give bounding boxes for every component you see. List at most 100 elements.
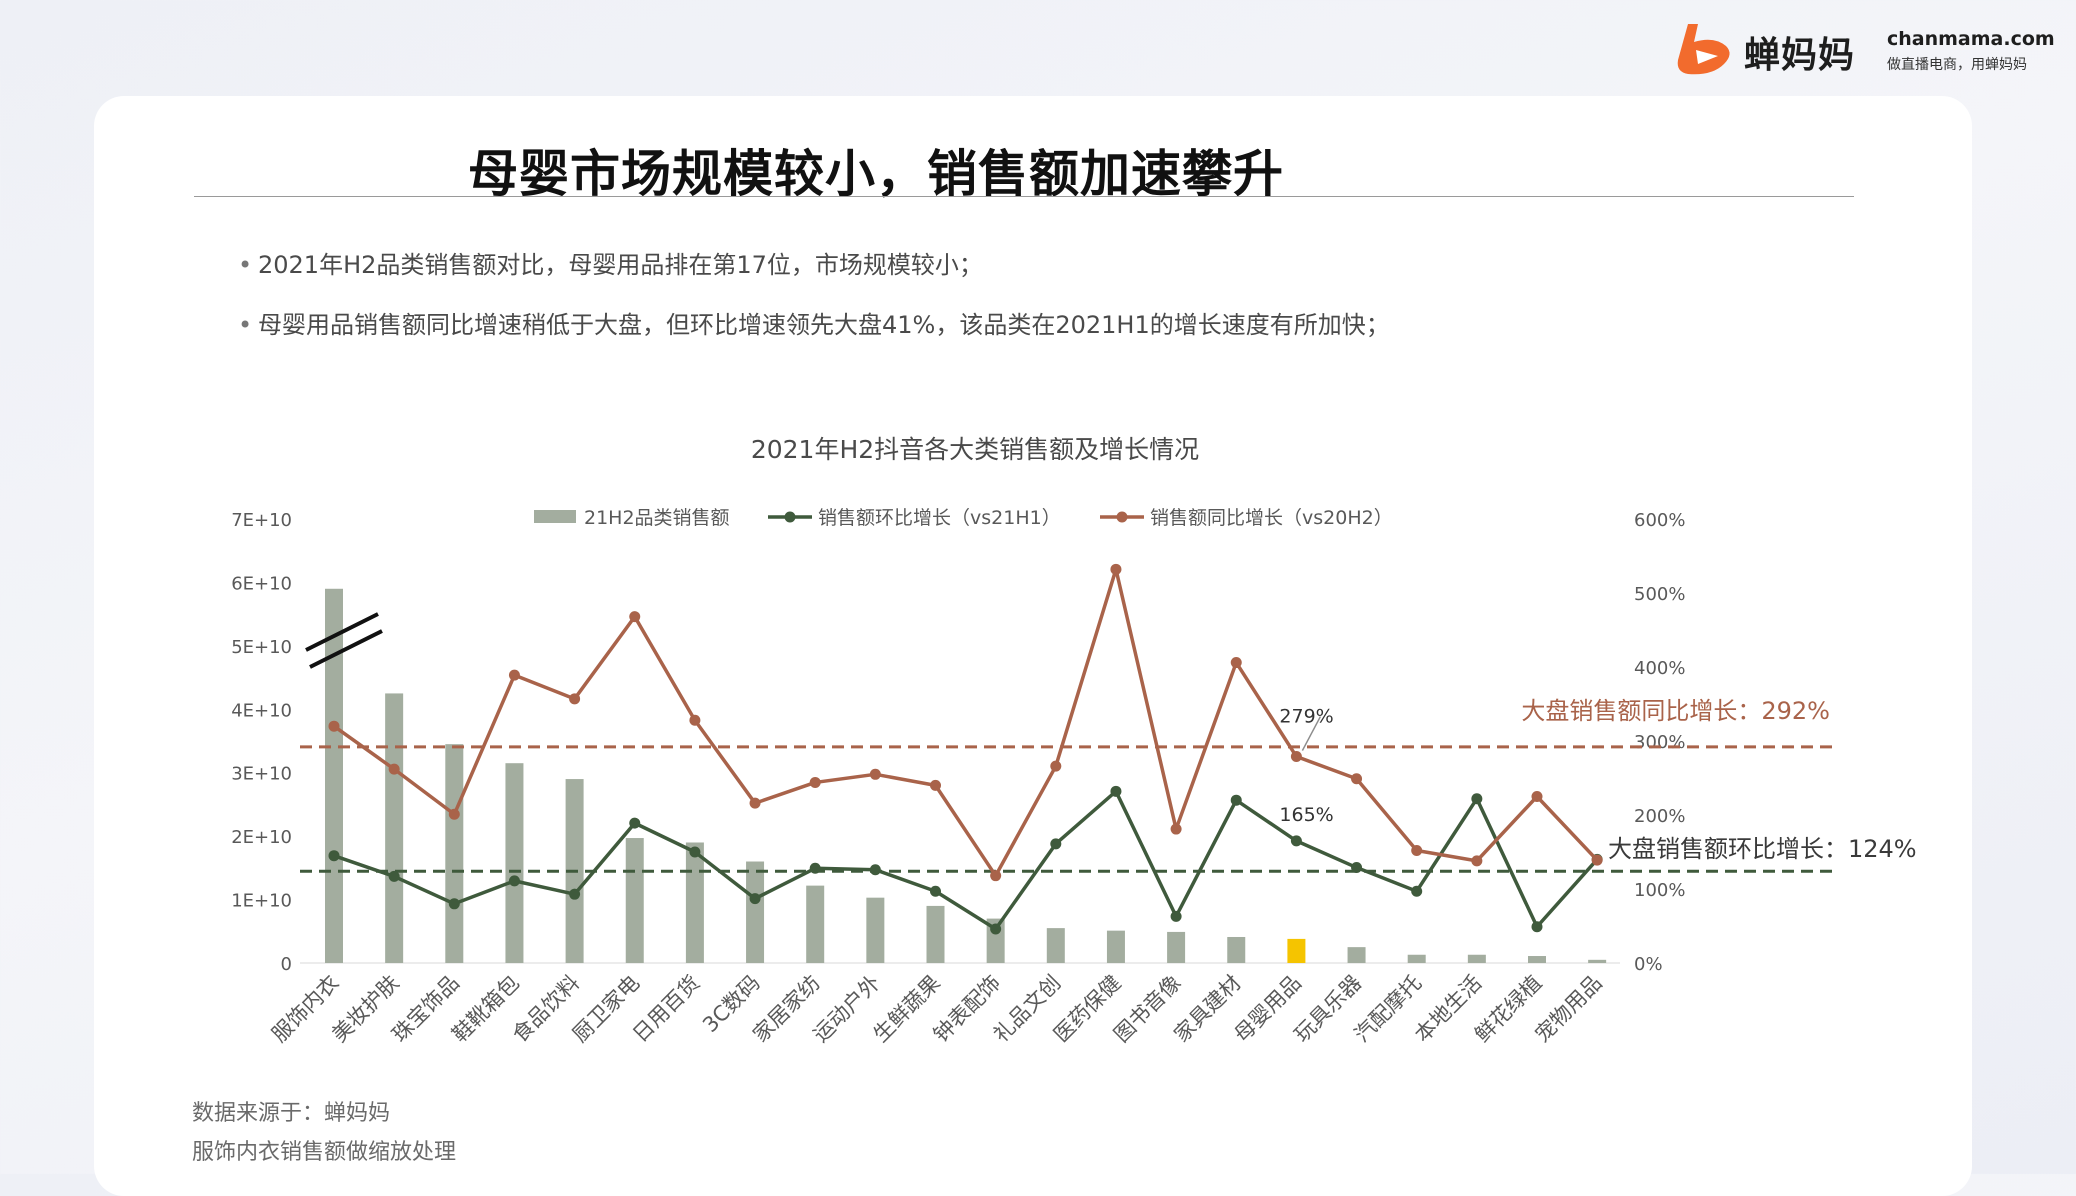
- series-point: [388, 763, 400, 775]
- series-point: [1290, 751, 1302, 763]
- series-point: [629, 611, 641, 623]
- title-divider: [194, 196, 1854, 197]
- series-point: [990, 870, 1002, 882]
- brand-domain: chanmama.com: [1887, 28, 2055, 50]
- bar: [1588, 959, 1607, 963]
- bullet-dot-icon: •: [238, 311, 253, 339]
- right-axis-tick-label: 500%: [1634, 584, 1685, 605]
- bar: [1407, 954, 1426, 963]
- bar: [1287, 938, 1306, 963]
- right-axis-tick-label: 200%: [1634, 806, 1685, 827]
- legend-swatch-point: [1116, 511, 1128, 523]
- data-label: 279%: [1279, 706, 1333, 728]
- series-point: [1170, 823, 1182, 835]
- series-point: [1230, 794, 1242, 806]
- bullet-dot-icon: •: [238, 251, 253, 279]
- brand-name-cn: 蝉妈妈: [1744, 35, 1856, 76]
- legend-label: 销售额同比增长（vs20H2）: [1150, 507, 1393, 529]
- series-line: [333, 789, 1599, 931]
- bar: [685, 842, 704, 963]
- series-point: [1411, 885, 1423, 897]
- left-axis-tick-label: 0: [281, 954, 292, 975]
- bar: [1227, 936, 1246, 963]
- left-axis-tick-label: 2E+10: [231, 827, 292, 848]
- page-title: 母婴市场规模较小，销售额加速攀升: [468, 145, 1284, 203]
- reference-label: 大盘销售额同比增长：292%: [1521, 697, 1830, 725]
- series-point: [629, 817, 641, 829]
- series-point: [1170, 910, 1182, 922]
- series-point: [1290, 835, 1302, 847]
- chart-title: 2021年H2抖音各大类销售额及增长情况: [750, 435, 1200, 464]
- left-axis-tick-label: 6E+10: [231, 573, 292, 594]
- legend-label: 21H2品类销售额: [584, 507, 730, 529]
- bar: [505, 763, 524, 963]
- series-point: [869, 864, 881, 876]
- bar: [625, 838, 644, 963]
- scale-note: 服饰内衣销售额做缩放处理: [192, 1140, 457, 1165]
- left-axis-tick-label: 3E+10: [231, 764, 292, 785]
- left-axis-tick-label: 5E+10: [231, 637, 292, 658]
- series-point: [689, 846, 701, 858]
- bullet-text: 2021年H2品类销售额对比，母婴用品排在第17位，市场规模较小；: [258, 251, 983, 279]
- right-axis-tick-label: 300%: [1634, 732, 1685, 753]
- series-point: [809, 862, 821, 874]
- series-point: [930, 885, 941, 897]
- series-point: [1050, 760, 1062, 772]
- bar: [325, 588, 343, 963]
- series-point: [1230, 657, 1242, 669]
- series-point: [1531, 921, 1543, 933]
- left-axis-tick-label: 4E+10: [231, 700, 292, 721]
- bar: [385, 693, 404, 963]
- brand-logo: 蝉妈妈 chanmama.com 做直播电商，用蝉妈妈: [1674, 18, 2055, 84]
- series-point: [809, 776, 821, 788]
- bullet-item: • 2021年H2品类销售额对比，母婴用品排在第17位，市场规模较小；: [238, 245, 983, 280]
- category-label: 宠物用品: [1530, 971, 1606, 1047]
- bar: [1167, 931, 1186, 963]
- bar: [1046, 928, 1065, 963]
- series-point: [1471, 793, 1483, 805]
- category-label: 日用百货: [628, 971, 704, 1047]
- content-card: [94, 96, 1972, 1196]
- bar: [445, 744, 464, 963]
- bar: [1106, 930, 1125, 963]
- series-point: [930, 779, 941, 791]
- series-point: [328, 850, 340, 862]
- series-point: [1351, 862, 1363, 874]
- series-point: [388, 870, 400, 882]
- series-line: [332, 567, 1599, 878]
- bullet-text: 母婴用品销售额同比增速稍低于大盘，但环比增速领先大盘41%，该品类在2021H1…: [258, 311, 1390, 339]
- bar: [1528, 956, 1546, 963]
- series-point: [1050, 838, 1062, 850]
- series-point: [689, 714, 701, 726]
- bar: [746, 861, 765, 963]
- chanmama-logo-icon: [1677, 24, 1730, 75]
- bar: [806, 885, 825, 963]
- series-point: [508, 669, 520, 681]
- left-axis-tick-label: 7E+10: [231, 510, 292, 531]
- right-axis-tick-label: 400%: [1634, 658, 1685, 679]
- right-axis-tick-label: 600%: [1634, 510, 1685, 531]
- bar: [1347, 947, 1366, 963]
- legend-swatch-bar: [534, 510, 576, 523]
- series-point: [749, 893, 761, 905]
- series-point: [328, 720, 340, 732]
- source-note: 数据来源于：蝉妈妈: [192, 1101, 391, 1126]
- series-point: [869, 768, 881, 780]
- series-point: [1110, 785, 1122, 797]
- series-point: [1471, 855, 1483, 867]
- series-point: [1351, 773, 1363, 785]
- series-point: [749, 797, 761, 809]
- series-point: [508, 875, 520, 887]
- data-label: 165%: [1279, 804, 1333, 826]
- right-axis-tick-label: 0%: [1634, 954, 1663, 975]
- axis-break-mark: [309, 629, 383, 669]
- series-point: [448, 898, 460, 910]
- data-label-leader: [1301, 716, 1322, 751]
- bar: [866, 897, 885, 963]
- series-point: [1531, 791, 1543, 802]
- legend-label: 销售额环比增长（vs21H1）: [818, 507, 1061, 529]
- series-point: [1591, 854, 1603, 866]
- series-point: [1110, 563, 1122, 575]
- series-point: [448, 808, 460, 820]
